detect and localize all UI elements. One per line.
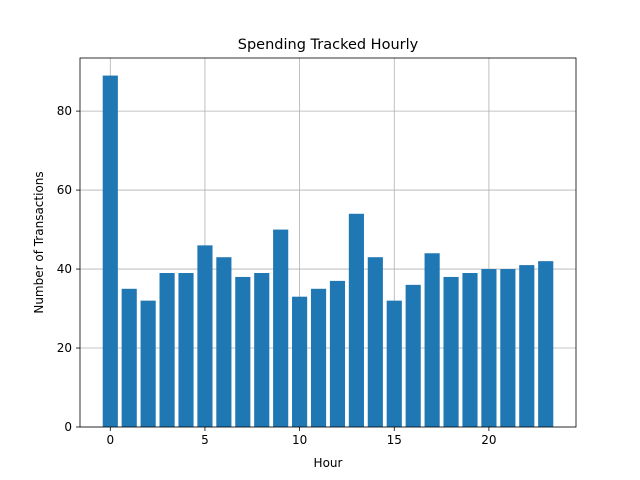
x-tick-label: 20: [481, 433, 496, 447]
bar-hour-5: [197, 245, 213, 427]
bar-hour-15: [386, 300, 402, 427]
x-tick-label: 0: [106, 433, 114, 447]
y-tick-label: 20: [57, 341, 72, 355]
bar-hour-3: [159, 273, 175, 427]
bar-hour-10: [292, 296, 308, 427]
bar-hour-22: [519, 265, 535, 427]
bar-hour-16: [405, 284, 421, 427]
y-axis-label: Number of Transactions: [32, 171, 46, 313]
x-tick-label: 5: [201, 433, 209, 447]
y-tick-label: 60: [57, 183, 72, 197]
bar-hour-18: [443, 276, 459, 427]
bars: [102, 75, 554, 428]
y-tick-label: 80: [57, 104, 72, 118]
axis-ticks: 0 5 10 15 20 0 20 40 60 80: [57, 104, 497, 447]
x-tick-label: 10: [292, 433, 307, 447]
bar-hour-0: [102, 75, 118, 428]
bar-hour-4: [178, 273, 194, 427]
y-tick-label: 40: [57, 262, 72, 276]
bar-hour-13: [348, 213, 364, 427]
x-tick-label: 15: [387, 433, 402, 447]
bar-hour-7: [235, 276, 251, 427]
bar-hour-17: [424, 253, 440, 427]
chart-title: Spending Tracked Hourly: [238, 37, 419, 53]
bar-hour-8: [254, 273, 270, 427]
bar-hour-6: [216, 257, 232, 427]
plot-frame: [79, 57, 577, 428]
bar-hour-14: [367, 257, 383, 427]
x-axis-label: Hour: [314, 456, 343, 470]
bar-hour-19: [462, 273, 478, 427]
bar-hour-2: [140, 300, 156, 427]
bar-hour-21: [500, 269, 516, 427]
y-tick-label: 0: [64, 420, 72, 434]
bar-hour-9: [273, 229, 289, 427]
bar-hour-1: [121, 288, 137, 427]
bar-hour-20: [481, 269, 497, 427]
bar-hour-23: [538, 261, 554, 427]
bar-hour-12: [329, 280, 346, 427]
bar-hour-11: [310, 288, 327, 427]
